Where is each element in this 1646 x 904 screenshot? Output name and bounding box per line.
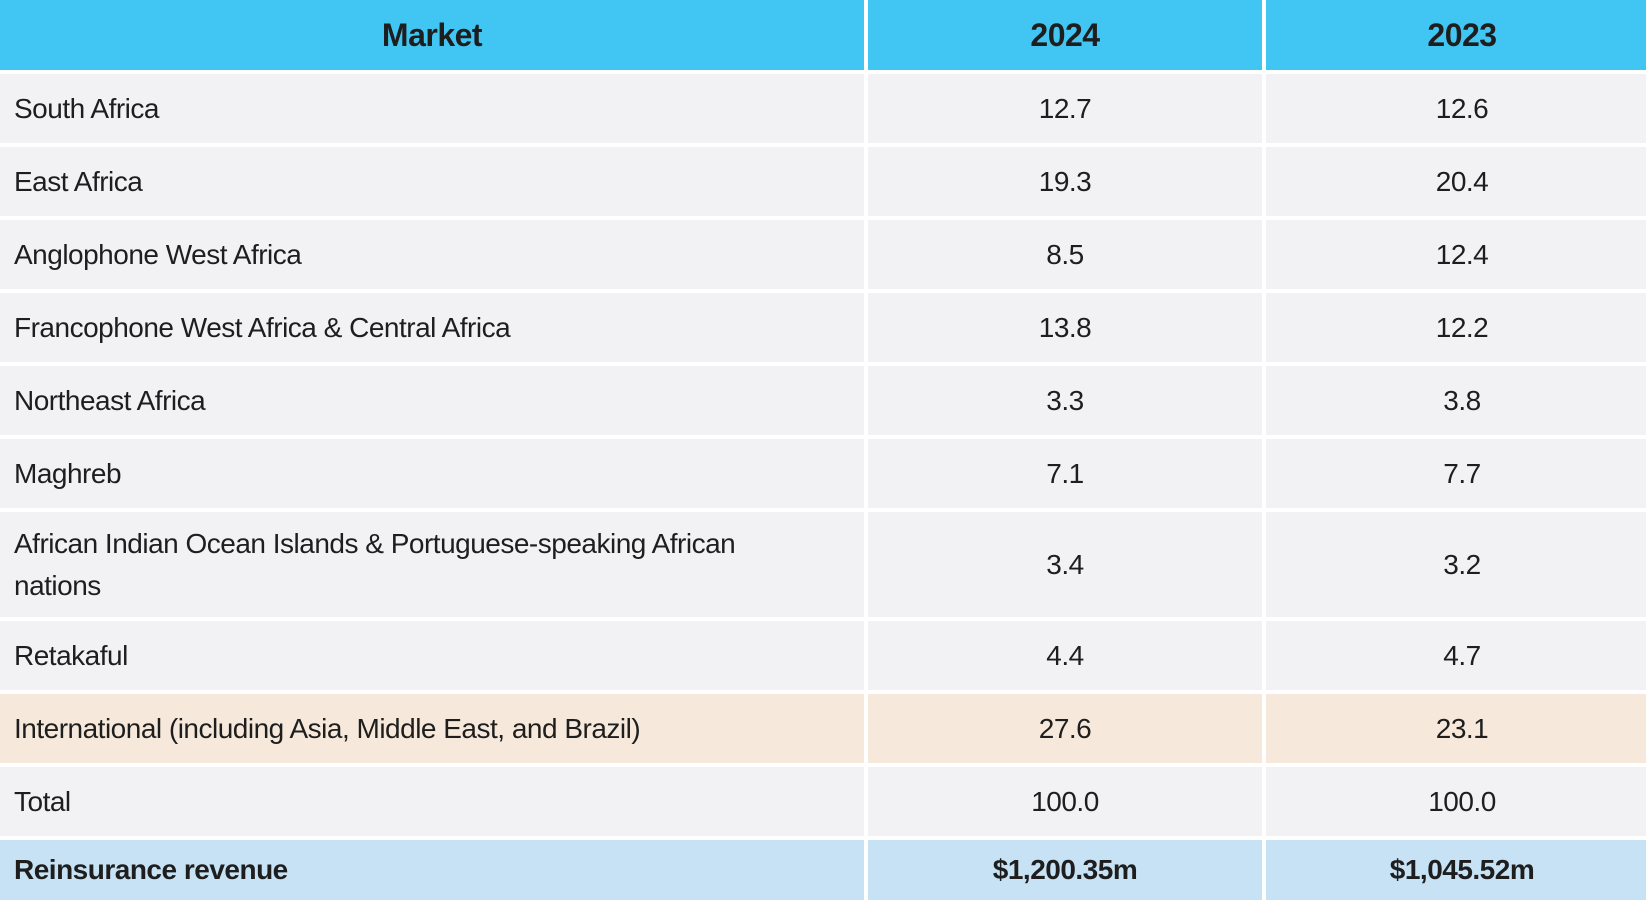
value-2024-cell: 27.6 xyxy=(868,694,1262,763)
market-cell: Maghreb xyxy=(0,439,864,508)
value-2023-cell: 23.1 xyxy=(1266,694,1646,763)
table-row: Retakaful 4.4 4.7 xyxy=(0,621,1646,690)
value-2024-cell: 12.7 xyxy=(868,74,1262,143)
value-2024-cell: 19.3 xyxy=(868,147,1262,216)
value-2023-cell: $1,045.52m xyxy=(1266,840,1646,900)
market-cell: International (including Asia, Middle Ea… xyxy=(0,694,864,763)
table-row: East Africa 19.3 20.4 xyxy=(0,147,1646,216)
market-cell: Northeast Africa xyxy=(0,366,864,435)
value-2023-cell: 3.2 xyxy=(1266,512,1646,617)
header-2023: 2023 xyxy=(1266,0,1646,70)
value-2024-cell: 3.3 xyxy=(868,366,1262,435)
value-2023-cell: 12.2 xyxy=(1266,293,1646,362)
table-row: Maghreb 7.1 7.7 xyxy=(0,439,1646,508)
market-cell: East Africa xyxy=(0,147,864,216)
market-cell: African Indian Ocean Islands & Portugues… xyxy=(0,512,864,617)
market-cell: Total xyxy=(0,767,864,836)
table-row: Anglophone West Africa 8.5 12.4 xyxy=(0,220,1646,289)
market-cell: South Africa xyxy=(0,74,864,143)
market-cell: Reinsurance revenue xyxy=(0,840,864,900)
table-row: Francophone West Africa & Central Africa… xyxy=(0,293,1646,362)
value-2024-cell: 7.1 xyxy=(868,439,1262,508)
table-row: Northeast Africa 3.3 3.8 xyxy=(0,366,1646,435)
value-2023-cell: 20.4 xyxy=(1266,147,1646,216)
market-cell: Anglophone West Africa xyxy=(0,220,864,289)
value-2023-cell: 7.7 xyxy=(1266,439,1646,508)
value-2024-cell: 13.8 xyxy=(868,293,1262,362)
header-2024: 2024 xyxy=(868,0,1262,70)
revenue-row: Reinsurance revenue $1,200.35m $1,045.52m xyxy=(0,840,1646,900)
value-2023-cell: 100.0 xyxy=(1266,767,1646,836)
table-row: South Africa 12.7 12.6 xyxy=(0,74,1646,143)
market-cell: Francophone West Africa & Central Africa xyxy=(0,293,864,362)
value-2024-cell: 8.5 xyxy=(868,220,1262,289)
value-2023-cell: 12.4 xyxy=(1266,220,1646,289)
value-2024-cell: 3.4 xyxy=(868,512,1262,617)
table-row: Total 100.0 100.0 xyxy=(0,767,1646,836)
header-market: Market xyxy=(0,0,864,70)
market-cell: Retakaful xyxy=(0,621,864,690)
value-2024-cell: $1,200.35m xyxy=(868,840,1262,900)
value-2024-cell: 4.4 xyxy=(868,621,1262,690)
value-2023-cell: 4.7 xyxy=(1266,621,1646,690)
value-2023-cell: 12.6 xyxy=(1266,74,1646,143)
table-row: International (including Asia, Middle Ea… xyxy=(0,694,1646,763)
value-2024-cell: 100.0 xyxy=(868,767,1262,836)
table-row: African Indian Ocean Islands & Portugues… xyxy=(0,512,1646,617)
value-2023-cell: 3.8 xyxy=(1266,366,1646,435)
header-row: Market 2024 2023 xyxy=(0,0,1646,70)
